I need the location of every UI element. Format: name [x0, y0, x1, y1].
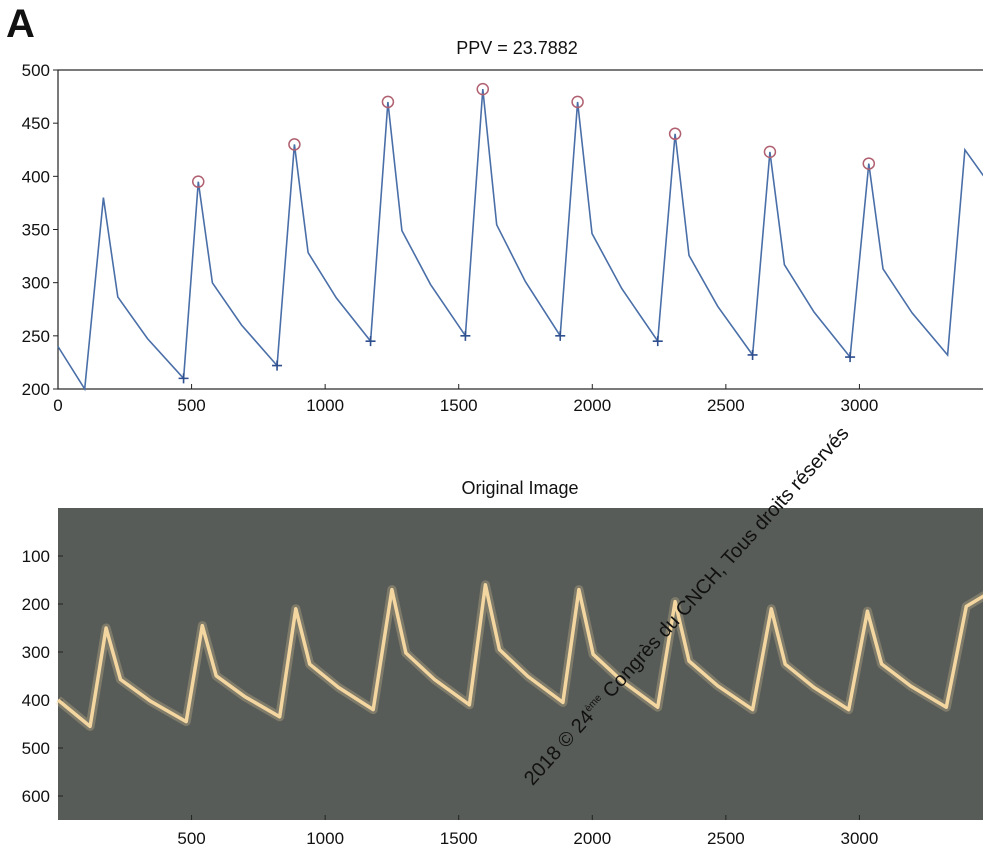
ppv-peak-marker [192, 175, 205, 188]
ppv-series-line [57, 89, 983, 392]
original-image-y-tick-label: 500 [22, 739, 50, 758]
ppv-peak-marker [763, 145, 777, 159]
ppv-plot-frame [57, 69, 983, 390]
ppv-plot: PPV = 23.7882 200 250 300 350 400 450 500 0 500… [22, 38, 983, 415]
original-image-x-tick-label: 2500 [707, 829, 745, 848]
ppv-peak-marker [862, 157, 876, 170]
ppv-trough-marker [555, 330, 566, 341]
ppv-trough-marker [272, 360, 283, 371]
ppv-trough-marker [652, 336, 663, 347]
ppv-y-tick-label: 200 [22, 380, 50, 399]
original-image-x-tick-label: 1500 [440, 829, 478, 848]
ppv-x-tick-label: 500 [177, 396, 205, 415]
ppv-x-tick-label: 1000 [306, 396, 344, 415]
waveform-trace [56, 583, 983, 729]
original-image-x-tick-label: 2000 [573, 829, 611, 848]
original-image-y-tick-label: 400 [22, 691, 50, 710]
ppv-x-tick-label: 2500 [707, 396, 745, 415]
ppv-y-tick-label: 350 [22, 221, 50, 240]
ppv-x-tick-label: 1500 [440, 396, 478, 415]
ppv-peak-marker [476, 82, 490, 96]
ppv-peak-marker [571, 95, 584, 109]
original-image-y-tick-label: 200 [22, 595, 50, 614]
ppv-peak-marker [288, 138, 301, 151]
ppv-y-tick-label: 400 [22, 167, 50, 186]
original-image-y-tick-label: 600 [22, 787, 50, 806]
ppv-trough-marker [178, 373, 189, 384]
ppv-y-axis: 200 250 300 350 400 450 500 [22, 61, 58, 399]
ppv-trough-marker [845, 352, 856, 363]
original-image-x-axis: 500 1000 1500 2000 2500 3000 [177, 815, 878, 848]
ppv-trough-marker [365, 336, 376, 347]
ppv-trough-marker [747, 349, 758, 360]
ppv-title: PPV = 23.7882 [456, 38, 578, 58]
panel-label: A [6, 2, 35, 46]
ppv-markers [178, 82, 876, 384]
ppv-trough-marker [460, 330, 471, 341]
ppv-y-tick-label: 250 [22, 327, 50, 346]
original-image-y-axis: 100 200 300 400 500 600 [22, 547, 63, 806]
original-image-title: Original Image [461, 478, 578, 498]
ppv-x-tick-label: 2000 [573, 396, 611, 415]
ppv-x-tick-label: 3000 [841, 396, 879, 415]
original-image-x-tick-label: 500 [177, 829, 205, 848]
original-image-y-tick-label: 100 [22, 547, 50, 566]
original-image-y-tick-label: 300 [22, 643, 50, 662]
ppv-x-tick-label: 0 [53, 396, 62, 415]
ppv-peak-marker [668, 127, 682, 141]
ppv-peak-marker [381, 95, 395, 109]
original-image-x-tick-label: 1000 [306, 829, 344, 848]
ppv-y-tick-label: 300 [22, 274, 50, 293]
ppv-y-tick-label: 500 [22, 61, 50, 80]
ppv-x-axis: 05001000150020002500300035 [53, 384, 879, 415]
original-image-x-tick-label: 3000 [841, 829, 879, 848]
ppv-y-tick-label: 450 [22, 114, 50, 133]
